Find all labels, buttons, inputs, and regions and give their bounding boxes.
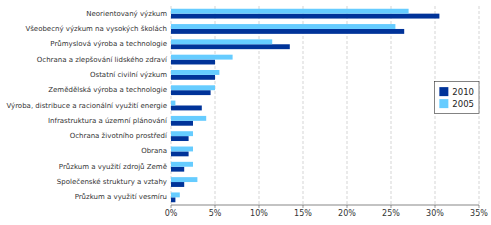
bars bbox=[171, 9, 439, 202]
category-label: Obrana bbox=[141, 147, 167, 155]
category-label: Zemědělská výroba a technologie bbox=[48, 86, 167, 94]
legend: 2010 2005 bbox=[434, 82, 479, 114]
bar bbox=[171, 101, 175, 106]
category-label: Ochrana životního prostředí bbox=[70, 132, 168, 140]
category-label: Společenské struktury a vztahy bbox=[57, 178, 167, 186]
category-label: Průzkum a využití vesmíru bbox=[75, 193, 167, 201]
bar bbox=[171, 182, 184, 187]
tick-label: 5% bbox=[209, 209, 222, 218]
bar bbox=[171, 24, 395, 29]
bar bbox=[171, 29, 404, 34]
tick-mark bbox=[435, 205, 436, 208]
grid bbox=[171, 6, 479, 205]
grid-line bbox=[303, 6, 304, 205]
bar bbox=[171, 162, 193, 167]
bar bbox=[171, 121, 193, 126]
bar bbox=[171, 85, 215, 90]
x-axis: 0% 5% 10% 15% 20% 25% 30% 35% bbox=[165, 205, 489, 218]
legend-label: 2005 bbox=[452, 99, 474, 109]
tick-mark bbox=[303, 205, 304, 208]
category-label: Výroba, distribuce a racionální využití … bbox=[6, 102, 167, 110]
bar bbox=[171, 9, 409, 14]
bar bbox=[171, 70, 219, 75]
category-labels: Neorientovaný výzkum Všeobecný výzkum na … bbox=[6, 10, 168, 202]
tick-label: 30% bbox=[426, 209, 444, 218]
bar bbox=[171, 55, 233, 60]
tick-mark bbox=[215, 205, 216, 208]
tick-label: 15% bbox=[294, 209, 312, 218]
tick-label: 25% bbox=[382, 209, 400, 218]
legend-swatch bbox=[439, 99, 448, 108]
category-label: Infrastruktura a územní plánování bbox=[48, 117, 168, 125]
category-label: Průzkum a využití zdrojů Země bbox=[59, 163, 167, 171]
tick-mark bbox=[171, 205, 172, 208]
bar bbox=[171, 151, 189, 156]
bar bbox=[171, 131, 193, 136]
legend-frame bbox=[434, 82, 479, 114]
category-label: Ostatní civilní výzkum bbox=[90, 71, 167, 79]
grid-line bbox=[215, 6, 216, 205]
bar bbox=[171, 167, 184, 172]
category-label: Neorientovaný výzkum bbox=[86, 10, 167, 18]
tick-label: 35% bbox=[470, 209, 488, 218]
tick-mark bbox=[479, 205, 480, 208]
bar bbox=[171, 177, 197, 182]
legend-swatch bbox=[439, 87, 448, 96]
legend-label: 2010 bbox=[452, 87, 474, 97]
tick-label: 10% bbox=[250, 209, 268, 218]
bar bbox=[171, 192, 180, 197]
bar bbox=[171, 116, 206, 121]
bar bbox=[171, 106, 202, 111]
category-label: Ochrana a zlepšování lidského zdraví bbox=[37, 56, 168, 64]
bar bbox=[171, 147, 193, 152]
tick-label: 20% bbox=[338, 209, 356, 218]
category-label: Průmyslová výroba a technologie bbox=[50, 40, 167, 48]
grid-line bbox=[347, 6, 348, 205]
chart: Neorientovaný výzkum Všeobecný výzkum na … bbox=[0, 0, 491, 225]
tick-label: 0% bbox=[165, 209, 178, 218]
tick-mark bbox=[259, 205, 260, 208]
bar bbox=[171, 90, 211, 95]
bar bbox=[171, 14, 439, 19]
bar bbox=[171, 60, 215, 65]
bar bbox=[171, 197, 175, 202]
grid-line bbox=[259, 6, 260, 205]
category-label: Všeobecný výzkum na vysokých školách bbox=[25, 25, 167, 33]
bar bbox=[171, 136, 189, 141]
bar bbox=[171, 39, 272, 44]
bar bbox=[171, 75, 215, 80]
tick-mark bbox=[391, 205, 392, 208]
x-axis-line bbox=[171, 205, 479, 206]
tick-mark bbox=[347, 205, 348, 208]
bar bbox=[171, 44, 290, 49]
grid-line bbox=[391, 6, 392, 205]
